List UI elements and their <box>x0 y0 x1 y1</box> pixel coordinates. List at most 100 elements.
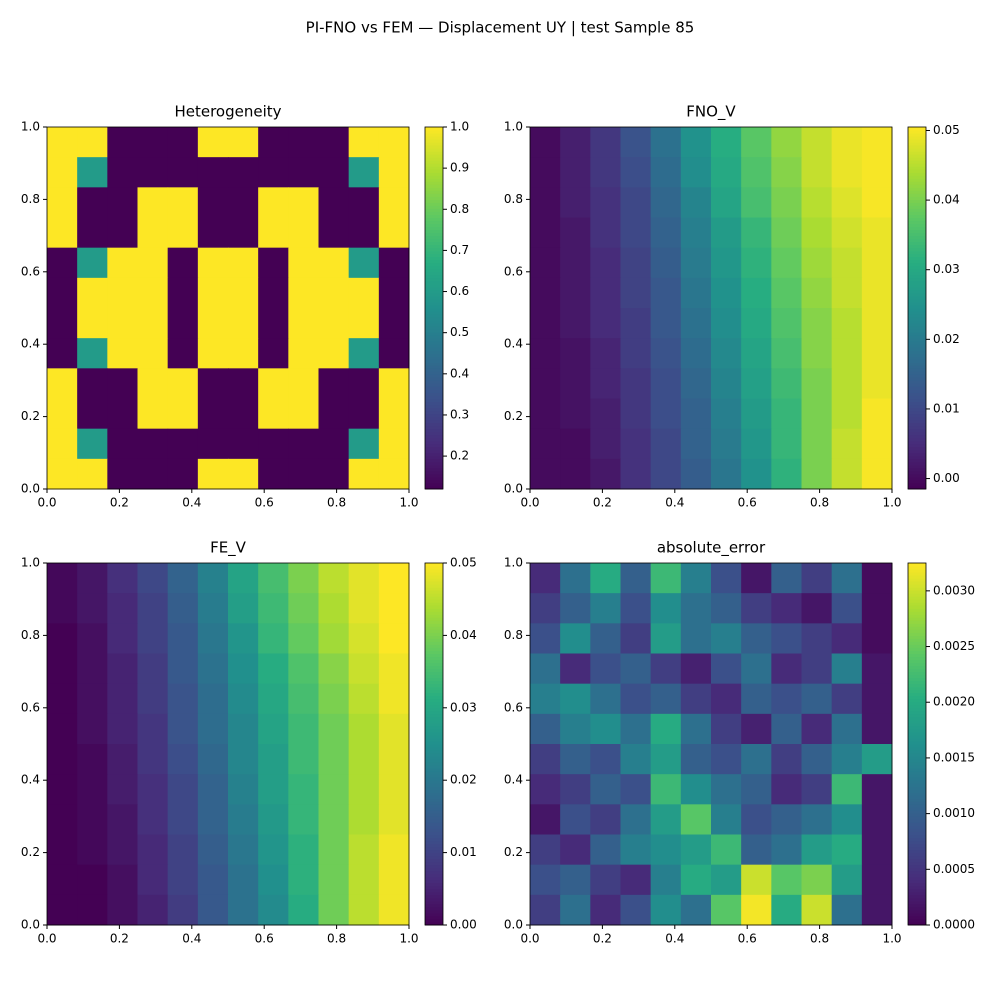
heat-cell <box>77 368 108 399</box>
heat-cell <box>348 623 380 654</box>
colorbar-segment <box>908 259 926 264</box>
heat-cell <box>831 368 863 399</box>
y-tick-label: 0.4 <box>504 773 523 787</box>
heat-cell <box>288 428 319 460</box>
y-tick-label: 0.2 <box>504 409 523 423</box>
heat-cell <box>107 593 138 624</box>
heat-cell <box>650 563 682 594</box>
y-tick-label: 0.8 <box>21 628 40 642</box>
heat-cell <box>650 428 682 460</box>
heat-cell <box>530 187 561 218</box>
heat-cell <box>167 804 199 835</box>
heat-cell <box>831 187 863 218</box>
colorbar-segment <box>425 713 443 718</box>
colorbar-segment <box>425 419 443 424</box>
colorbar-segment <box>425 731 443 736</box>
heat-cell <box>771 308 802 339</box>
heat-cell <box>258 157 289 188</box>
colorbar-segment <box>425 840 443 845</box>
colorbar-segment <box>425 737 443 742</box>
colorbar-segment <box>425 888 443 893</box>
colorbar-segment <box>908 265 926 270</box>
heat-cell <box>801 804 833 835</box>
x-tick-label: 0.2 <box>593 496 612 510</box>
colorbar-segment <box>425 644 443 648</box>
colorbar-segment <box>425 584 443 588</box>
heat-cell <box>77 187 108 218</box>
colorbar-segment <box>908 425 926 430</box>
colorbar-segment <box>908 810 926 814</box>
colorbar-segment <box>425 274 443 279</box>
heat-cell <box>77 398 108 430</box>
y-tick-label: 0.4 <box>504 337 523 351</box>
heat-cell <box>77 713 108 745</box>
colorbar-segment <box>425 867 443 872</box>
heat-cell <box>711 683 742 715</box>
heat-cell <box>620 157 652 188</box>
colorbar-segment <box>908 888 926 893</box>
heat-cell <box>590 804 621 835</box>
heat-cell <box>620 894 652 926</box>
heat-cell <box>831 683 863 715</box>
colorbar-frame <box>424 126 444 490</box>
colorbar-segment <box>908 614 926 618</box>
heat-cell <box>318 563 350 594</box>
colorbar-segment <box>425 861 443 866</box>
colorbar-tick-label: 0.03 <box>933 262 960 276</box>
heat-cell <box>590 247 621 279</box>
heat-cell <box>348 277 380 309</box>
heat-cell <box>771 894 802 926</box>
heat-cell <box>590 458 621 490</box>
colorbar-segment <box>425 876 443 881</box>
heat-cell <box>107 217 138 249</box>
heat-cell <box>288 277 319 309</box>
heat-cell <box>77 217 108 249</box>
colorbar-segment <box>908 395 926 399</box>
heat-cell <box>378 277 410 309</box>
heat-cell <box>348 308 380 339</box>
colorbar-segment <box>425 461 443 466</box>
heat-cell <box>620 398 652 430</box>
heat-cell <box>107 277 138 309</box>
heat-cell <box>680 804 712 835</box>
colorbar-segment <box>425 813 443 817</box>
heat-cell <box>137 774 169 805</box>
colorbar-segment <box>425 608 443 612</box>
heat-cell <box>650 774 682 805</box>
colorbar-segment <box>425 145 443 149</box>
heat-cell <box>47 338 78 369</box>
heat-cell <box>801 683 833 715</box>
y-tick-label: 0.8 <box>504 192 523 206</box>
colorbar-segment <box>908 713 926 718</box>
colorbar-segment <box>425 196 443 200</box>
colorbar-segment <box>908 383 926 387</box>
colorbar-segment <box>425 362 443 366</box>
heat-cell <box>650 127 682 158</box>
heat-cell <box>47 804 78 835</box>
heat-cell <box>560 398 591 430</box>
heat-cell <box>620 563 652 594</box>
colorbar-segment <box>908 786 926 790</box>
colorbar-segment <box>908 861 926 866</box>
heat-cell <box>861 804 893 835</box>
colorbar-segment <box>425 587 443 591</box>
colorbar-segment <box>908 680 926 685</box>
heat-cell <box>620 774 652 805</box>
axes-frame <box>529 562 893 926</box>
colorbar-segment <box>425 286 443 291</box>
colorbar-segment <box>908 704 926 709</box>
heat-cell <box>348 683 380 715</box>
heat-cell <box>77 744 108 775</box>
heat-cell <box>620 217 652 249</box>
heat-cell <box>258 127 289 158</box>
colorbar-segment <box>425 689 443 694</box>
heat-cell <box>348 157 380 188</box>
heat-cell <box>258 398 289 430</box>
heat-cell <box>348 653 380 685</box>
heat-cell <box>228 127 259 158</box>
colorbar-segment <box>425 238 443 243</box>
colorbar-segment <box>425 572 443 576</box>
heat-cell <box>378 834 410 866</box>
heat-cell <box>47 308 78 339</box>
colorbar-segment <box>425 837 443 842</box>
